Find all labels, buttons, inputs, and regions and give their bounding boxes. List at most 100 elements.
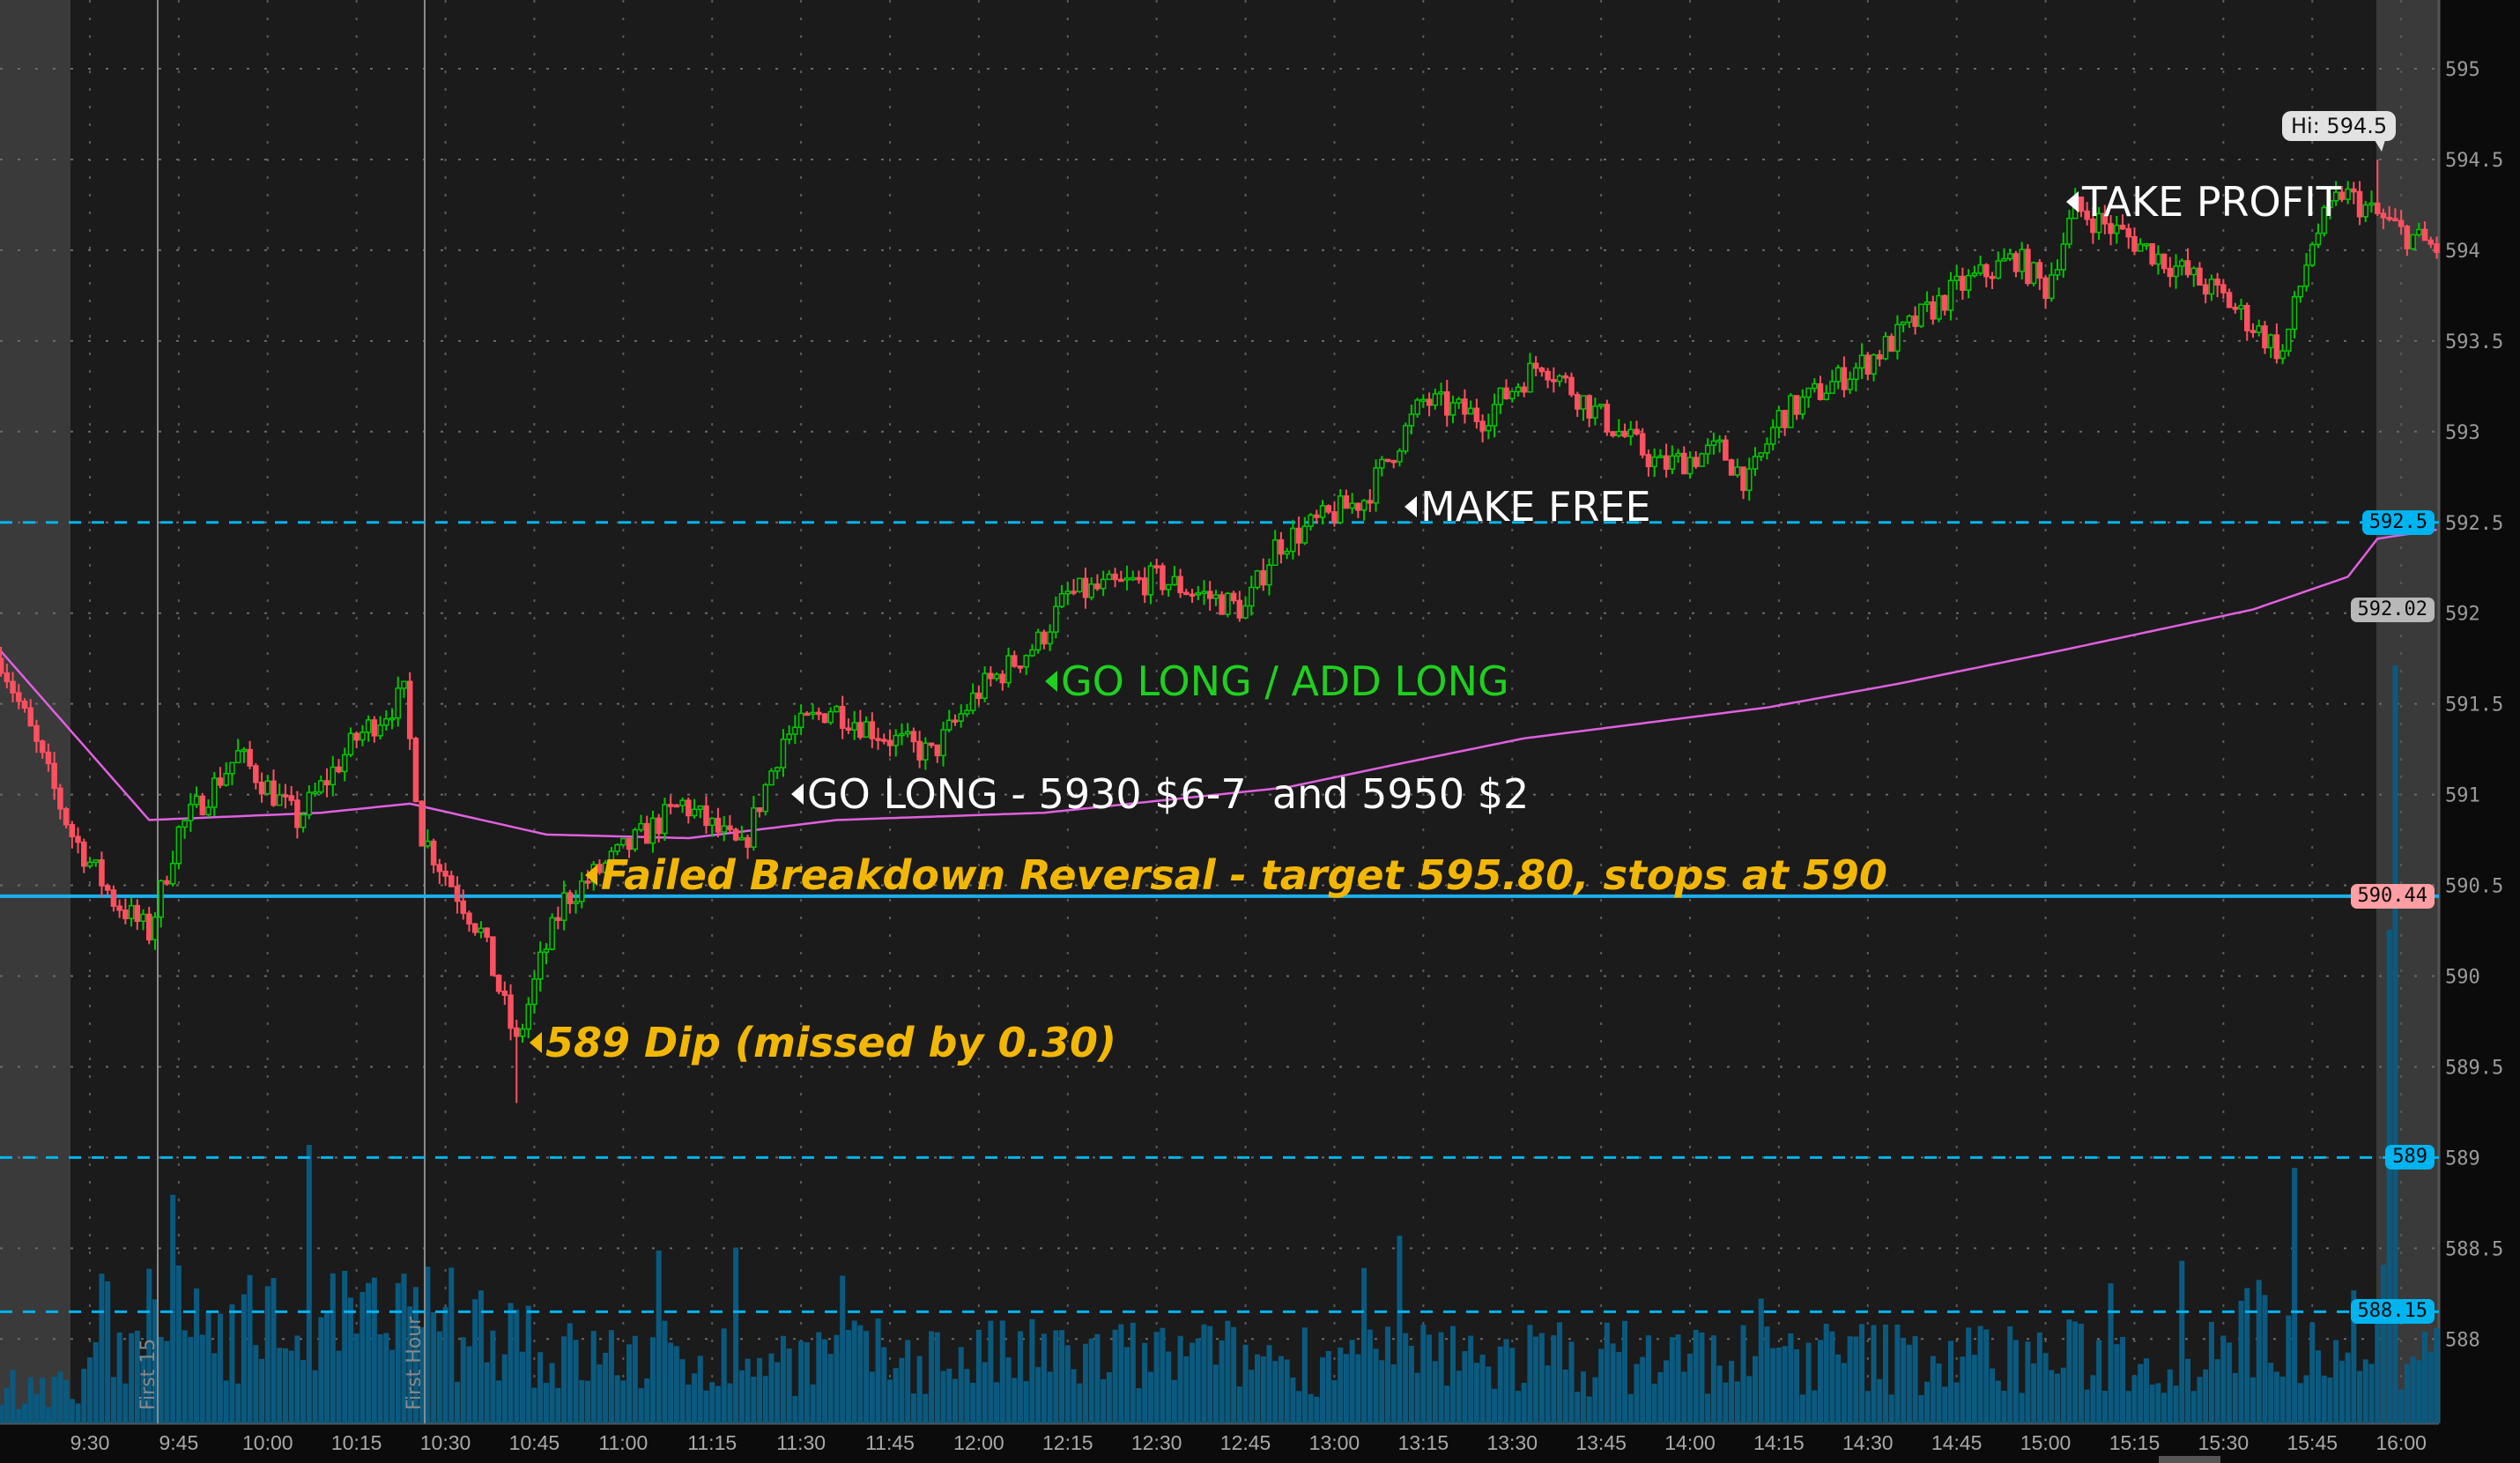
- volume-bar: [1053, 1330, 1059, 1423]
- candle-down: [21, 700, 28, 709]
- annotation-go-long[interactable]: GO LONG - 5930 $6-7 and 5950 $2: [791, 774, 1529, 814]
- volume-bar: [1966, 1327, 1972, 1423]
- volume-bar: [1136, 1388, 1142, 1423]
- y-tick-label: 590: [2445, 967, 2480, 989]
- volume-bar: [1664, 1360, 1670, 1423]
- volume-bar: [1130, 1322, 1136, 1423]
- volume-bar: [57, 1371, 63, 1423]
- volume-bar: [1444, 1385, 1450, 1423]
- candle-up: [1906, 315, 1913, 323]
- x-tick-label: 9:30: [70, 1431, 110, 1454]
- x-tick-label: 12:00: [953, 1431, 1004, 1454]
- candle-up: [768, 770, 775, 786]
- volume-bar: [1888, 1394, 1894, 1423]
- x-tick-label: 9:45: [159, 1431, 199, 1454]
- y-tick-label: 589.5: [2445, 1057, 2503, 1079]
- volume-bar: [1764, 1326, 1770, 1423]
- volume-bar: [1894, 1324, 1901, 1423]
- volume-bar: [442, 1306, 448, 1423]
- volume-bar: [1272, 1361, 1279, 1423]
- annotation-dip[interactable]: 589 Dip (missed by 0.30): [530, 1022, 1116, 1063]
- volume-bar: [129, 1333, 135, 1423]
- volume-bar: [851, 1320, 857, 1423]
- volume-bar: [929, 1331, 935, 1423]
- annotation-make-free[interactable]: MAKE FREE: [1405, 486, 1651, 527]
- volume-bar: [2422, 1332, 2428, 1423]
- volume-bar: [1924, 1381, 1931, 1423]
- candle-up: [1249, 586, 1255, 607]
- volume-bar: [282, 1348, 288, 1423]
- candle-down: [1479, 420, 1486, 432]
- candle-down: [910, 731, 917, 743]
- candle-down: [1941, 294, 1948, 311]
- volume-bar: [1160, 1327, 1166, 1423]
- candle-down: [460, 900, 466, 914]
- candle-down: [2012, 253, 2020, 272]
- x-tick-label: 12:30: [1131, 1431, 1182, 1454]
- candle-down: [442, 870, 448, 877]
- time-axis[interactable]: [0, 1423, 2439, 1463]
- candle-up: [537, 951, 544, 980]
- price-levels: [0, 521, 2439, 1313]
- candle-down: [51, 762, 57, 790]
- candles: [0, 159, 2440, 1103]
- annotation-take-profit[interactable]: TAKE PROFIT: [2066, 182, 2341, 222]
- annotation-add-long[interactable]: GO LONG / ADD LONG: [1045, 661, 1509, 702]
- volume-bar: [1788, 1333, 1794, 1423]
- x-tick-label: 14:30: [1842, 1431, 1894, 1454]
- volume-bar: [2338, 1360, 2345, 1423]
- volume-bar: [2386, 930, 2392, 1423]
- volume-bar: [869, 1371, 875, 1423]
- volume-bar: [33, 1393, 40, 1423]
- volume-bar: [1408, 1345, 1414, 1423]
- x-tick-label: 14:15: [1753, 1431, 1805, 1454]
- volume-bar: [531, 1387, 537, 1423]
- volume-bar: [1864, 1391, 1871, 1423]
- candle-down: [412, 738, 419, 803]
- candle-up: [193, 795, 200, 806]
- volume-bar: [2173, 1385, 2179, 1423]
- y-tick-label: 595: [2445, 59, 2480, 81]
- candle-down: [1094, 583, 1101, 590]
- volume-bar: [1770, 1348, 1776, 1423]
- candle-up: [478, 927, 485, 933]
- candle-up: [1456, 398, 1462, 404]
- candle-down: [2078, 196, 2085, 212]
- horizontal-scrollbar[interactable]: [2159, 1456, 2220, 1463]
- candle-down: [1189, 593, 1196, 598]
- annotation-text: Failed Breakdown Reversal - target 595.8…: [601, 851, 1887, 899]
- volume-bar: [2167, 1369, 2173, 1423]
- volume-bar: [1640, 1356, 1646, 1423]
- candle-up: [1947, 279, 1954, 311]
- candle-up: [2030, 262, 2037, 285]
- candle-up: [1853, 367, 1859, 381]
- candle-up: [1764, 443, 1770, 454]
- candle-up: [2345, 188, 2351, 200]
- volume-bar: [2398, 1389, 2405, 1423]
- candle-down: [16, 692, 22, 702]
- candle-down: [1740, 466, 1746, 492]
- x-tick-label: 12:15: [1042, 1431, 1093, 1454]
- volume-bar: [2042, 1353, 2049, 1423]
- volume-bar: [1604, 1322, 1610, 1423]
- volume-bar: [2031, 1363, 2037, 1423]
- candle-up: [1319, 505, 1326, 518]
- candle-down: [1041, 631, 1048, 645]
- arrow-left-icon: [791, 783, 804, 805]
- volume-bar: [792, 1395, 798, 1423]
- candle-up: [1882, 336, 1889, 360]
- annotation-failed-breakdown[interactable]: Failed Breakdown Reversal - target 595.8…: [585, 855, 1887, 895]
- volume-bar: [2149, 1385, 2155, 1423]
- volume-bar: [407, 1306, 413, 1423]
- volume-bar: [2096, 1340, 2102, 1423]
- candle-up: [1029, 649, 1035, 657]
- price-axis[interactable]: [2439, 0, 2520, 1463]
- candle-up: [1486, 425, 1492, 432]
- volume-bar: [2249, 1377, 2256, 1423]
- volume-bar: [1432, 1361, 1438, 1423]
- candle-up: [827, 710, 834, 724]
- volume-bar: [2120, 1336, 2126, 1423]
- volume-bar: [300, 1360, 307, 1423]
- candle-down: [69, 824, 76, 838]
